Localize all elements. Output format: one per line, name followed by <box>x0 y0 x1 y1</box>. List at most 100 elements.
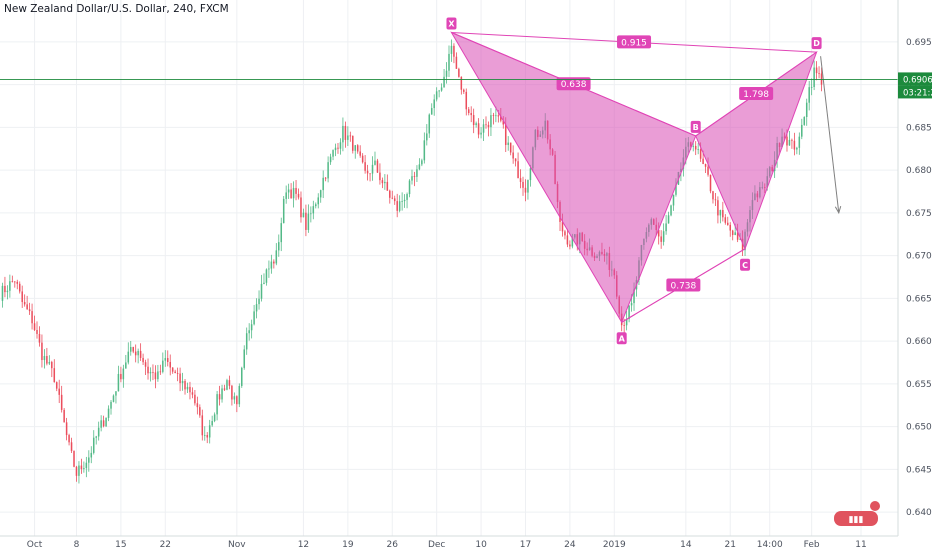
candle-body <box>384 181 386 184</box>
candle-body <box>527 180 529 193</box>
price-tick-label: 0.64000 <box>906 508 932 518</box>
candle <box>364 155 366 174</box>
candle-body <box>275 250 278 264</box>
candle-body <box>440 87 443 91</box>
candle <box>58 379 60 404</box>
candle-body <box>260 283 263 299</box>
candle <box>211 415 213 427</box>
candle-body <box>339 142 342 149</box>
candle-body <box>665 223 667 232</box>
candle <box>253 304 255 326</box>
time-axis[interactable]: Oct 8 15 22 Nov 12 19 26 Dec 10 17 24 2019 14 21 14:00 F… <box>27 540 867 550</box>
candle <box>472 108 475 134</box>
candle-body <box>386 181 389 191</box>
candle-body <box>152 372 154 373</box>
candle-body <box>241 367 243 386</box>
candle <box>430 103 433 115</box>
chart-title: New Zealand Dollar/U.S. Dollar, 240, FXC… <box>4 3 229 15</box>
candle <box>704 163 707 174</box>
candle-body <box>512 152 514 159</box>
candle <box>569 240 571 250</box>
candle-body <box>70 442 73 451</box>
candle-body <box>248 330 250 334</box>
candle-body <box>662 231 665 242</box>
candle-body <box>561 221 564 232</box>
candle-body <box>736 232 739 240</box>
candle <box>78 461 80 484</box>
candle <box>433 94 435 116</box>
candle-body <box>46 356 48 364</box>
candle-body <box>472 115 475 126</box>
candle <box>448 45 450 77</box>
candle-body <box>630 303 633 306</box>
candle-body <box>374 160 376 165</box>
candle-body <box>65 422 68 436</box>
candle-body <box>411 176 413 181</box>
candle <box>798 132 801 155</box>
candle <box>9 274 11 298</box>
time-tick-label: 11 <box>855 540 866 550</box>
candle <box>154 365 157 389</box>
candle <box>38 326 41 347</box>
candle <box>482 119 485 141</box>
candle <box>105 417 107 427</box>
candle-body <box>139 350 142 358</box>
candle-body <box>786 136 788 146</box>
candle <box>144 359 147 375</box>
candle-body <box>507 142 509 145</box>
candle <box>440 83 443 92</box>
candle <box>134 344 137 363</box>
candle-body <box>623 325 625 326</box>
candle <box>164 350 167 367</box>
candle <box>379 163 381 185</box>
price-tick-label: 0.68000 <box>906 166 932 176</box>
candle-body <box>815 67 818 74</box>
price-tick-label: 0.65500 <box>906 380 932 390</box>
candle <box>223 384 226 391</box>
candle <box>305 204 307 237</box>
candle-body <box>398 201 401 211</box>
candle-body <box>448 53 450 71</box>
candle-body <box>465 91 468 110</box>
candle-body <box>709 174 712 192</box>
harmonic-pattern[interactable]: 0.638 0.738 1.798 0.915 X A B C D <box>446 17 842 345</box>
ratio-badge <box>556 77 591 91</box>
candle <box>275 243 278 266</box>
candle-body <box>110 401 112 409</box>
candle <box>300 191 302 223</box>
candle <box>463 88 465 94</box>
candle-body <box>142 357 144 363</box>
candle-body <box>169 361 171 368</box>
candle-body <box>813 67 815 87</box>
candle-body <box>166 358 169 362</box>
candle <box>255 298 258 319</box>
candle-body <box>300 197 302 218</box>
candle-body <box>26 304 28 310</box>
candle <box>477 118 480 139</box>
candle <box>307 204 310 233</box>
candle <box>344 121 347 148</box>
candle-body <box>60 394 63 410</box>
candle <box>273 259 275 269</box>
candle <box>149 367 152 382</box>
candle-body <box>731 230 734 236</box>
candle <box>184 379 186 395</box>
candle <box>206 432 208 444</box>
ratio-badge <box>739 87 774 101</box>
candle-body <box>95 436 97 438</box>
candle-body <box>312 206 315 214</box>
candle <box>142 353 144 365</box>
candle <box>529 164 532 187</box>
point-label: B <box>693 123 699 132</box>
candle-body <box>364 162 366 171</box>
candle-body <box>223 388 226 390</box>
price-tick-label: 0.67500 <box>906 209 932 219</box>
candle <box>490 108 492 137</box>
candle-body <box>53 368 56 383</box>
candle-body <box>211 421 213 426</box>
candle <box>88 450 90 472</box>
candle-body <box>100 420 102 428</box>
candle <box>712 190 714 204</box>
ratio-value: 0.638 <box>561 80 587 90</box>
